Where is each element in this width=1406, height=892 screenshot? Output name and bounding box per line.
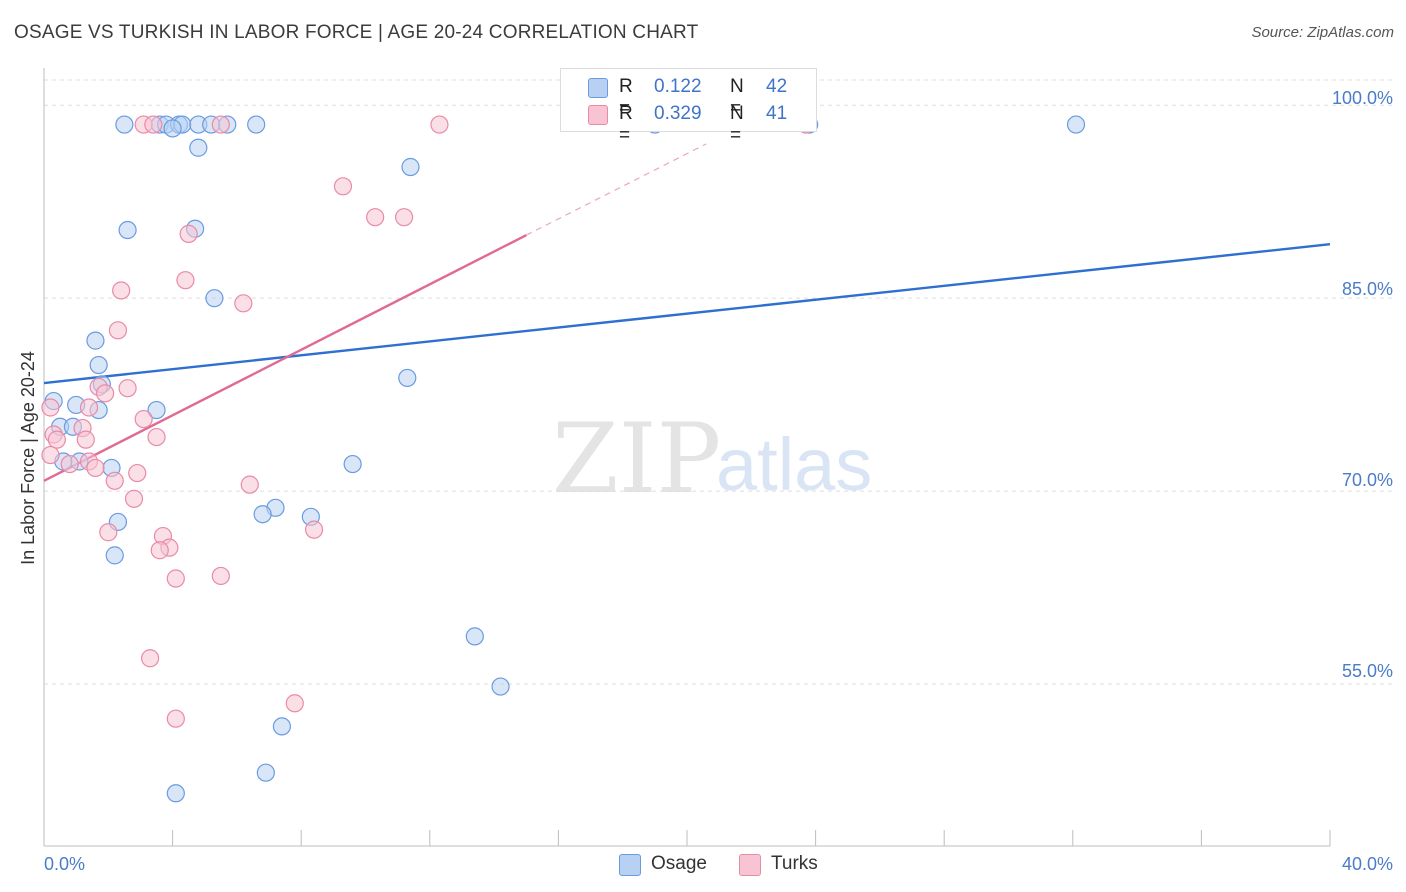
trend-lines [43, 143, 1331, 482]
turks-point-31 [124, 489, 144, 508]
grid-lines [44, 79, 1394, 685]
turks-trend-line [43, 234, 527, 482]
osage-point-0 [115, 115, 134, 134]
turks-point-41 [166, 709, 185, 728]
turks-point-2 [211, 115, 230, 134]
turks-point-30 [240, 475, 259, 494]
watermark-atlas: atlas [716, 423, 872, 506]
turks-point-37 [166, 569, 185, 588]
osage-point-35 [105, 546, 124, 565]
osage-point-18 [89, 355, 108, 375]
osage-point-32 [253, 505, 272, 524]
turks-point-14 [118, 379, 137, 398]
osage-point-38 [272, 717, 292, 736]
tick-labels: 100.0% 85.0% 70.0% 55.0% 0.0% 40.0% In L… [18, 88, 1393, 874]
turks-point-38 [211, 566, 230, 586]
turks-point-35 [150, 541, 169, 560]
turks-point-26 [60, 454, 79, 474]
y-tick-label-55: 55.0% [1342, 661, 1393, 681]
osage-point-36 [465, 627, 484, 646]
y-axis-label: In Labor Force | Age 20-24 [18, 351, 38, 565]
x-tick-label-min: 0.0% [44, 854, 85, 874]
bottom-turks-label: Turks [771, 853, 818, 874]
turks-point-5 [333, 177, 353, 196]
turks-n-label: N = [730, 103, 744, 146]
turks-point-39 [140, 649, 160, 668]
osage-point-40 [166, 784, 185, 803]
turks-point-12 [108, 321, 128, 340]
osage-point-17 [86, 331, 105, 350]
bottom-osage-swatch [619, 854, 641, 876]
turks-point-6 [366, 208, 385, 227]
x-tick-label-max: 40.0% [1342, 854, 1393, 874]
turks-point-3 [430, 115, 449, 134]
turks-point-1 [144, 115, 163, 134]
turks-point-22 [76, 430, 95, 449]
osage-swatch [588, 78, 608, 98]
bottom-turks-swatch [739, 854, 761, 876]
turks-point-36 [304, 520, 324, 539]
turks-r-value: 0.329 [654, 103, 702, 124]
turks-point-32 [99, 523, 118, 542]
turks-n-value: 41 [766, 103, 788, 124]
turks-point-40 [285, 694, 304, 713]
source-credit: Source: ZipAtlas.com [1251, 24, 1394, 41]
y-tick-label-85: 85.0% [1342, 279, 1393, 299]
osage-point-29 [343, 454, 362, 474]
turks-point-11 [234, 294, 253, 313]
y-tick-label-100: 100.0% [1332, 88, 1393, 108]
turks-swatch [588, 105, 608, 125]
osage-point-19 [398, 368, 417, 388]
osage-point-37 [491, 677, 510, 696]
osage-n-value: 42 [766, 76, 788, 97]
turks-point-16 [41, 398, 60, 417]
bottom-osage-label: Osage [651, 853, 707, 874]
turks-point-20 [134, 409, 153, 429]
turks-point-17 [79, 398, 99, 417]
turks-r-label: R = [619, 103, 633, 146]
turks-point-10 [112, 281, 131, 300]
turks-trend-extension [525, 143, 707, 236]
osage-point-10 [1066, 115, 1086, 134]
y-tick-label-70: 70.0% [1342, 470, 1393, 490]
osage-point-11 [163, 119, 182, 138]
turks-point-28 [128, 463, 147, 483]
turks-point-7 [394, 208, 414, 227]
chart-title: OSAGE VS TURKISH IN LABOR FORCE | AGE 20… [14, 22, 699, 43]
osage-n-label: N = [730, 76, 744, 119]
osage-point-16 [205, 289, 224, 308]
stats-legend: R = 0.122 N = 42 R = 0.329 N = 41 [560, 68, 817, 146]
osage-point-13 [401, 157, 420, 177]
turks-point-9 [176, 271, 195, 290]
osage-point-14 [118, 220, 137, 240]
osage-trend-line [43, 242, 1331, 385]
watermark-zip: ZIP [552, 403, 721, 515]
osage-r-label: R = [619, 76, 633, 119]
osage-point-39 [256, 763, 275, 782]
turks-point-15 [95, 384, 115, 403]
turks-point-21 [47, 430, 66, 449]
osage-point-12 [189, 138, 208, 157]
turks-point-27 [86, 458, 105, 478]
turks-point-23 [147, 427, 166, 447]
data-points [41, 115, 1086, 803]
turks-point-8 [179, 224, 198, 243]
turks-point-29 [105, 471, 124, 490]
turks-point-24 [41, 445, 60, 465]
osage-r-value: 0.122 [654, 76, 702, 97]
osage-point-8 [247, 115, 266, 134]
osage-point-24 [147, 400, 166, 420]
